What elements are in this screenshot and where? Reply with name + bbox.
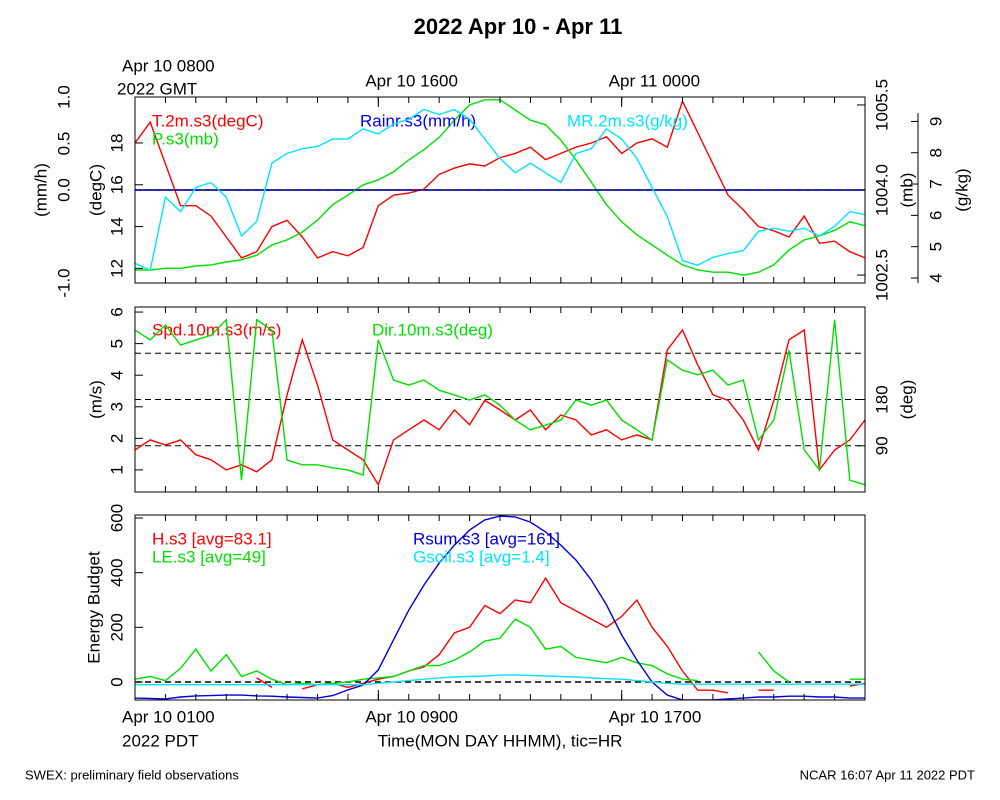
y-tick-label: 12	[107, 259, 126, 278]
legend-label: LE.s3 [avg=49]	[152, 547, 266, 566]
footer-left: SWEX: preliminary field observations	[25, 767, 239, 782]
data-line	[135, 328, 865, 487]
y-tick-label: -1.0	[54, 268, 73, 297]
legend-label: Gsoil.s3 [avg=1.4]	[413, 547, 550, 566]
data-line	[135, 318, 865, 486]
x-year-label: 2022 PDT	[122, 731, 199, 750]
y-tick-label: 0.0	[54, 178, 73, 202]
y-tick-label: 14	[107, 217, 126, 236]
y-tick-label: 7	[926, 179, 945, 188]
y-axis-title: (mm/h)	[31, 163, 50, 217]
y-tick-label: 1.0	[54, 85, 73, 109]
y-tick-label: 1005.5	[872, 79, 891, 131]
legend-label: Rsum.s3 [avg=161]	[413, 529, 560, 548]
x-axis-title: Time(MON DAY HHMM), tic=HR	[378, 731, 623, 750]
y-tick-label: 5	[107, 339, 126, 348]
y-tick-label: 4	[107, 370, 126, 379]
y-tick-label: 1004.0	[872, 164, 891, 216]
legend-label: H.s3 [avg=83.1]	[152, 529, 272, 548]
y-tick-label: 5	[926, 242, 945, 251]
y-axis-title: Energy Budget	[84, 551, 103, 664]
chart-title: 2022 Apr 10 - Apr 11	[414, 14, 623, 39]
data-line	[135, 674, 865, 686]
y-axis-title: (m/s)	[86, 380, 105, 419]
data-line	[135, 108, 865, 272]
y-tick-label: 1002.5	[872, 249, 891, 301]
plot-frame	[134, 306, 866, 493]
y-tick-label: 90	[872, 436, 891, 455]
x-tick-label: Apr 10 0100	[122, 707, 215, 726]
legend-label: T.2m.s3(degC)	[152, 111, 263, 130]
y-tick-label: 4	[926, 273, 945, 282]
y-tick-label: 1	[107, 465, 126, 474]
y-axis-title: (mb)	[897, 173, 916, 208]
x-tick-label: Apr 10 1700	[609, 707, 702, 726]
y-axis-title: (deg)	[897, 380, 916, 420]
y-tick-label: 18	[107, 134, 126, 153]
legend-label: Rainr.s3(mm/h)	[360, 111, 476, 130]
y-tick-label: 6	[926, 211, 945, 220]
y-tick-label: 180	[872, 385, 891, 413]
legend-label: MR.2m.s3(g/kg)	[567, 111, 688, 130]
y-tick-label: 0.5	[54, 132, 73, 156]
y-tick-label: 6	[107, 307, 126, 316]
data-line	[256, 576, 865, 694]
y-tick-label: 0	[107, 677, 126, 686]
x2-tick-label: Apr 10 1600	[365, 71, 458, 90]
y-tick-label: 600	[107, 504, 126, 532]
x2-year-label: 2022 GMT	[117, 79, 197, 98]
x2-tick-label: Apr 10 0800	[122, 56, 215, 75]
x2-tick-label: Apr 11 0000	[609, 71, 700, 90]
y-tick-label: 3	[107, 402, 126, 411]
y-tick-label: 9	[926, 117, 945, 126]
plot-frame	[134, 514, 866, 701]
y-axis-title: (g/kg)	[952, 168, 971, 211]
x-tick-label: Apr 10 0900	[365, 707, 458, 726]
plot-frame	[134, 96, 866, 284]
y-tick-label: 200	[107, 613, 126, 641]
footer-right: NCAR 16:07 Apr 11 2022 PDT	[800, 767, 975, 782]
y-tick-label: 400	[107, 558, 126, 586]
legend-label: P.s3(mb)	[152, 129, 219, 148]
data-line	[135, 618, 865, 686]
y-tick-label: 8	[926, 148, 945, 157]
y-tick-label: 16	[107, 175, 126, 194]
y-tick-label: 2	[107, 434, 126, 443]
y-axis-title: (degC)	[86, 164, 105, 216]
legend-label: Dir.10m.s3(deg)	[372, 320, 493, 339]
